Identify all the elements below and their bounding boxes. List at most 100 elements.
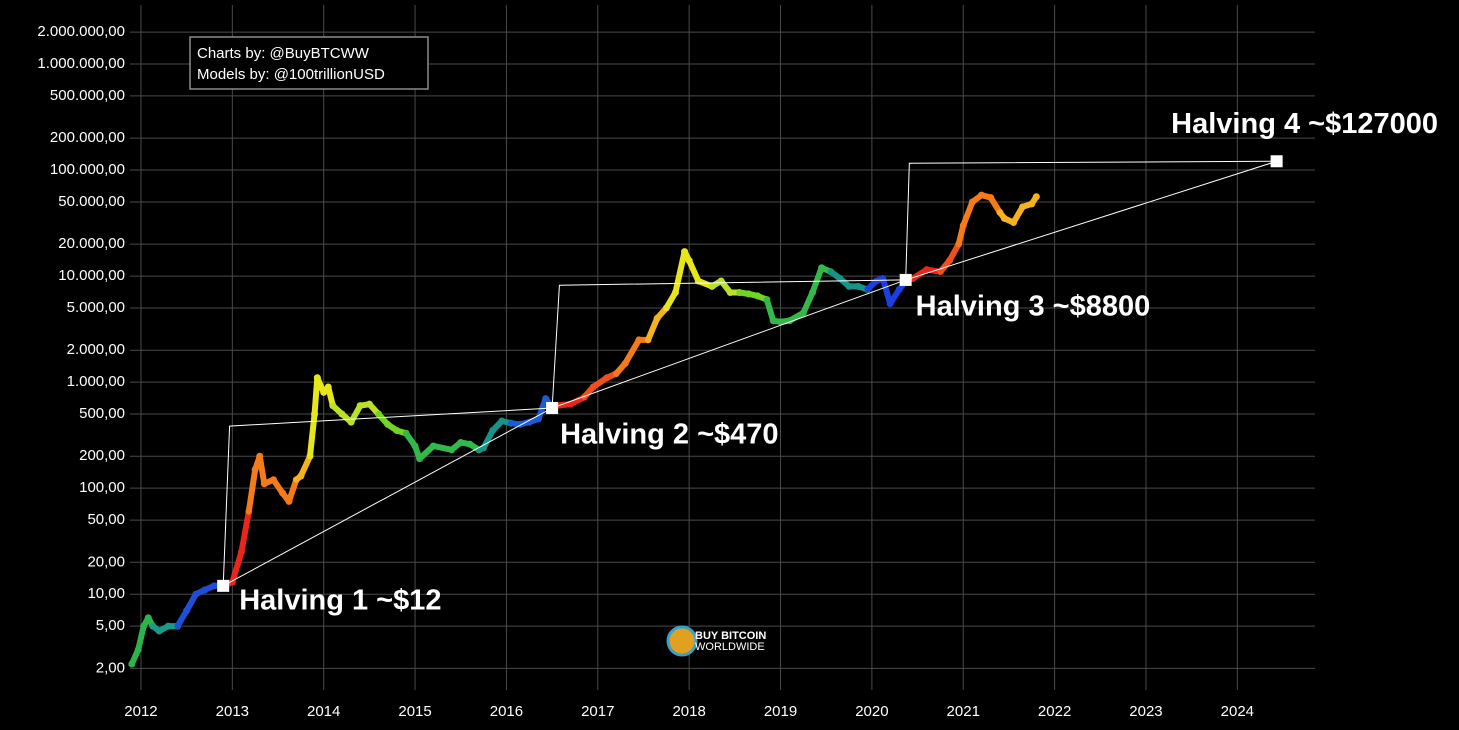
y-tick-label: 100,00 [79,479,125,496]
price-point [256,452,264,460]
y-tick-label: 200.000,00 [50,129,125,146]
price-point [320,388,328,396]
y-tick-label: 500.000,00 [50,87,125,104]
price-point [297,472,305,480]
x-tick-label: 2019 [764,703,797,720]
price-point [411,442,419,450]
price-point [534,415,542,423]
price-point [466,440,474,448]
price-point [384,420,392,428]
price-point [1028,200,1036,208]
halving-trend [222,160,1277,587]
x-tick-label: 2012 [124,703,157,720]
x-tick-label: 2020 [855,703,888,720]
price-point [978,191,986,199]
model-line [905,160,1277,280]
price-point [987,194,995,202]
price-point [886,300,894,308]
y-tick-label: 1.000,00 [67,373,125,390]
price-point [489,426,497,434]
x-tick-label: 2014 [307,703,340,720]
price-point [621,359,629,367]
price-point [685,257,693,265]
price-point [347,418,355,426]
price-point [356,402,364,410]
y-tick-label: 500,00 [79,405,125,422]
watermark: BUY BITCOIN WORLDWIDE [666,625,766,657]
x-tick-label: 2016 [490,703,523,720]
x-tick-label: 2022 [1038,703,1071,720]
price-point [845,282,853,290]
price-line [480,418,514,451]
y-tick-label: 1.000.000,00 [37,55,125,72]
halving-label: Halving 3 ~$8800 [916,291,1151,323]
halving-label: Halving 1 ~$12 [239,584,441,616]
x-tick-label: 2023 [1129,703,1162,720]
price-point [808,289,816,297]
watermark-line-1: BUY BITCOIN [695,630,766,642]
y-tick-label: 200,00 [79,447,125,464]
price-point [311,410,319,418]
halving-marker [546,402,559,415]
credits-box: Charts by: @BuyBTCWW Models by: @100tril… [189,36,429,90]
price-point [201,586,209,594]
y-tick-label: 20,00 [87,553,125,570]
halving-label: Halving 4 ~$127000 [1171,108,1438,140]
x-tick-label: 2021 [947,703,980,720]
x-tick-label: 2017 [581,703,614,720]
price-point [1032,193,1040,201]
price-point [498,417,506,425]
x-tick-label: 2024 [1221,703,1254,720]
halving-marker [217,579,230,592]
x-tick-label: 2015 [398,703,431,720]
price-point [144,614,152,622]
marks: Halving 1 ~$12 Halving 2 ~$470 Halving 3 ~… [128,108,1438,668]
y-tick-label: 50,00 [87,511,125,528]
model-line [551,279,906,409]
price-point [818,264,826,272]
price-point [251,466,259,474]
price-point [769,317,777,325]
halving-label: Halving 2 ~$470 [560,419,778,451]
price-point [635,336,643,344]
price-point [968,198,976,206]
price-point [279,489,287,497]
price-point [671,289,679,297]
price-point [603,374,611,382]
y-tick-label: 10.000,00 [58,267,125,284]
y-tick-label: 20.000,00 [58,235,125,252]
price-point [777,318,785,326]
y-tick-label: 2.000.000,00 [37,23,125,40]
price-point [754,292,762,300]
price-point [457,438,465,446]
watermark-line-2: WORLDWIDE [695,641,765,653]
price-point [879,274,887,282]
price-point [155,627,163,635]
price-point [542,395,550,403]
price-connector [245,466,259,515]
price-point [164,622,172,630]
x-tick-label: 2013 [216,703,249,720]
price-point [313,374,321,382]
price-point [1009,219,1017,227]
price-point [192,590,200,598]
price-point [183,607,191,615]
price-connector [645,315,661,343]
price-point [726,289,734,297]
price-point [448,446,456,454]
price-point [745,290,753,298]
y-tick-label: 5,00 [96,617,125,634]
price-point [653,314,661,322]
price-point [854,282,862,290]
y-tick-label: 100.000,00 [50,161,125,178]
price-point [959,221,967,229]
watermark-logo [666,625,698,657]
price-point [365,400,373,408]
price-point [140,622,148,630]
price-point [895,285,903,293]
credit-chart: Charts by: @BuyBTCWW [197,45,370,62]
grid: 2,00 5,00 10,00 20,00 50,00 100,00 200,00 500,0… [37,5,1315,720]
price-point [1000,214,1008,222]
